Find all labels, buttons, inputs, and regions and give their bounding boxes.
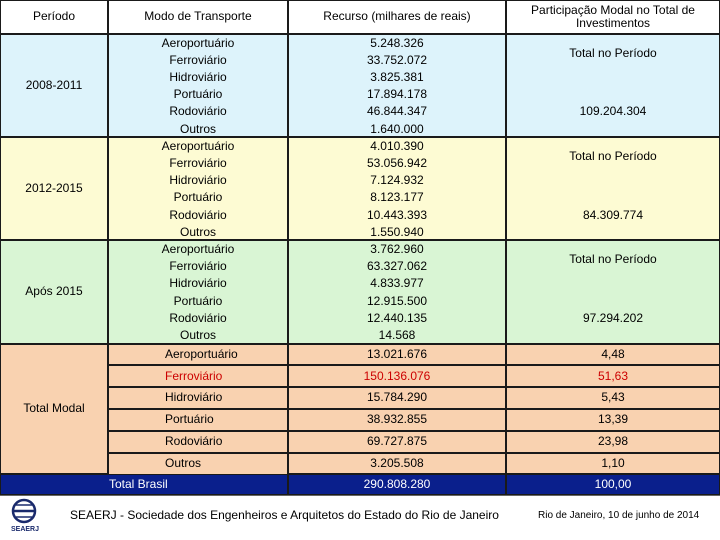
total-brasil-recurso: 290.808.280 bbox=[288, 474, 506, 496]
period-modo-block bbox=[108, 137, 288, 241]
total-modal-modo: Hidroviário bbox=[108, 387, 288, 409]
organization-name: SEAERJ - Sociedade dos Engenheiros e Arq… bbox=[70, 508, 499, 522]
total-brasil-label: Total Brasil bbox=[0, 474, 288, 496]
header-recurso: Recurso (milhares de reais) bbox=[288, 0, 506, 34]
period-row-recurso: 12.440.135 bbox=[366, 310, 428, 325]
total-modal-label: Total Modal bbox=[0, 343, 108, 475]
period-total-label: Total no Período bbox=[569, 45, 657, 60]
total-brasil-participacao: 100,00 bbox=[506, 474, 720, 496]
period-row-modo: Hidroviário bbox=[169, 69, 227, 84]
total-modal-recurso: 150.136.076 bbox=[288, 365, 506, 388]
total-modal-modo: Portuário bbox=[108, 409, 288, 431]
period-row-modo: Rodoviário bbox=[169, 207, 227, 222]
period-row-recurso: 4.833.977 bbox=[370, 276, 424, 291]
period-modo-block bbox=[108, 34, 288, 138]
period-row-recurso: 14.568 bbox=[378, 327, 416, 342]
period-label: 2008-2011 bbox=[0, 34, 108, 138]
period-row-modo: Outros bbox=[179, 327, 216, 342]
period-row-recurso: 10.443.393 bbox=[366, 207, 428, 222]
seaerj-logo-icon bbox=[11, 498, 37, 524]
period-row-recurso: 1.640.000 bbox=[370, 121, 424, 136]
total-modal-modo: Outros bbox=[108, 452, 288, 475]
period-recurso-block bbox=[288, 137, 506, 241]
period-row-modo: Aeroportuário bbox=[161, 138, 235, 153]
period-row-recurso: 7.124.932 bbox=[370, 173, 424, 188]
period-row-recurso: 3.825.381 bbox=[370, 69, 424, 84]
period-row-modo: Rodoviário bbox=[169, 310, 227, 325]
period-row-modo: Outros bbox=[179, 224, 216, 239]
period-row-recurso: 17.894.178 bbox=[366, 87, 428, 102]
period-row-modo: Portuário bbox=[173, 190, 223, 205]
header-modo: Modo de Transporte bbox=[108, 0, 288, 34]
total-modal-participacao: 13,39 bbox=[506, 409, 720, 431]
period-row-modo: Ferroviário bbox=[169, 259, 227, 274]
period-participacao-block bbox=[506, 240, 720, 344]
period-total-value: 109.204.304 bbox=[579, 104, 647, 119]
period-label: Após 2015 bbox=[0, 240, 108, 344]
period-row-recurso: 12.915.500 bbox=[366, 293, 428, 308]
total-modal-participacao: 4,48 bbox=[506, 343, 720, 366]
period-row-modo: Outros bbox=[179, 121, 216, 136]
period-row-modo: Ferroviário bbox=[169, 155, 227, 170]
total-modal-participacao: 5,43 bbox=[506, 387, 720, 409]
total-modal-modo: Ferroviário bbox=[108, 365, 288, 388]
total-modal-modo: Aeroportuário bbox=[108, 343, 288, 366]
period-row-modo: Portuário bbox=[173, 87, 223, 102]
period-total-value: 84.309.774 bbox=[582, 207, 644, 222]
period-total-label: Total no Período bbox=[569, 149, 657, 164]
total-modal-recurso: 15.784.290 bbox=[288, 387, 506, 409]
total-modal-recurso: 38.932.855 bbox=[288, 409, 506, 431]
period-row-modo: Hidroviário bbox=[169, 276, 227, 291]
period-recurso-block bbox=[288, 34, 506, 138]
period-row-recurso: 53.056.942 bbox=[366, 155, 428, 170]
period-total-value: 97.294.202 bbox=[582, 310, 644, 325]
period-row-modo: Rodoviário bbox=[169, 104, 227, 119]
period-row-recurso: 5.248.326 bbox=[370, 35, 424, 50]
period-row-recurso: 33.752.072 bbox=[366, 52, 428, 67]
period-modo-block bbox=[108, 240, 288, 344]
period-row-recurso: 4.010.390 bbox=[370, 138, 424, 153]
period-row-recurso: 8.123.177 bbox=[370, 190, 424, 205]
header-periodo: Período bbox=[0, 0, 108, 34]
footer-date: Rio de Janeiro, 10 de junho de 2014 bbox=[538, 510, 700, 521]
total-modal-recurso: 13.021.676 bbox=[288, 343, 506, 366]
period-row-recurso: 63.327.062 bbox=[366, 259, 428, 274]
period-row-modo: Portuário bbox=[173, 293, 223, 308]
total-modal-participacao: 51,63 bbox=[506, 365, 720, 388]
period-row-modo: Aeroportuário bbox=[161, 35, 235, 50]
period-row-modo: Aeroportuário bbox=[161, 241, 235, 256]
period-participacao-block bbox=[506, 34, 720, 138]
period-participacao-block bbox=[506, 137, 720, 241]
period-label: 2012-2015 bbox=[0, 137, 108, 241]
footer-divider bbox=[0, 495, 720, 496]
period-recurso-block bbox=[288, 240, 506, 344]
period-row-recurso: 46.844.347 bbox=[366, 104, 428, 119]
period-total-label: Total no Período bbox=[569, 252, 657, 267]
period-row-recurso: 1.550.940 bbox=[370, 224, 424, 239]
total-modal-modo: Rodoviário bbox=[108, 430, 288, 453]
header-participacao: Participação Modal no Total de Investime… bbox=[506, 0, 720, 34]
period-row-modo: Ferroviário bbox=[169, 52, 227, 67]
period-row-modo: Hidroviário bbox=[169, 173, 227, 188]
total-modal-participacao: 1,10 bbox=[506, 452, 720, 475]
logo-text: SEAERJ bbox=[10, 526, 39, 533]
total-modal-recurso: 69.727.875 bbox=[288, 430, 506, 453]
period-row-recurso: 3.762.960 bbox=[370, 241, 424, 256]
total-modal-recurso: 3.205.508 bbox=[288, 452, 506, 475]
total-modal-participacao: 23,98 bbox=[506, 430, 720, 453]
